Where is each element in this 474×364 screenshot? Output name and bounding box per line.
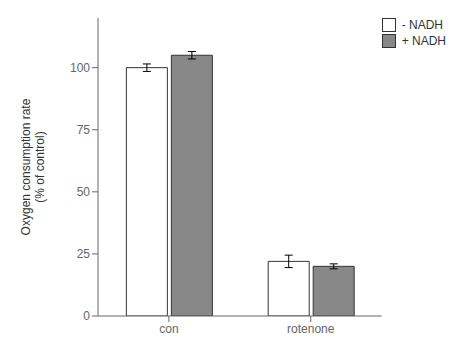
svg-text:100: 100 xyxy=(70,61,90,75)
html-text:+ NADH: + NADH xyxy=(401,34,446,48)
svg-text:Oxygen consumption rate(% of c: Oxygen consumption rate(% of control) xyxy=(19,98,47,235)
svg-text:25: 25 xyxy=(77,247,91,261)
svg-text:con: con xyxy=(159,322,178,336)
svg-text:rotenone: rotenone xyxy=(287,322,335,336)
svg-text:0: 0 xyxy=(83,309,90,323)
svg-text:75: 75 xyxy=(77,123,91,137)
svg-text:50: 50 xyxy=(77,185,91,199)
html-text:- NADH: - NADH xyxy=(401,18,443,32)
